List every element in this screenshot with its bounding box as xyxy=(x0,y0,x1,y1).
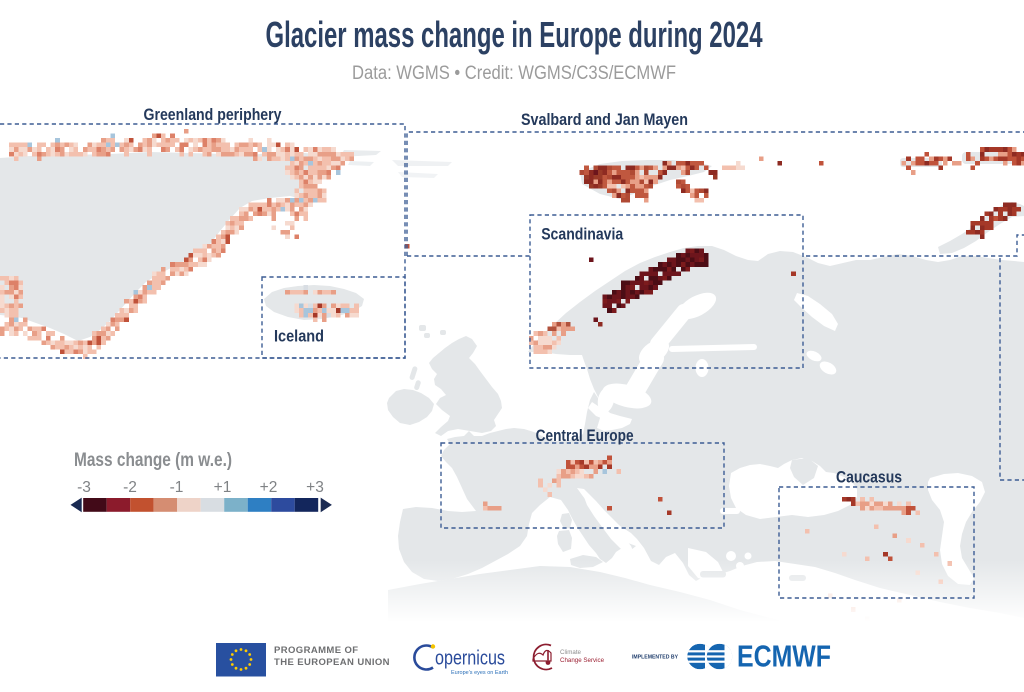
svg-text:ECMWF: ECMWF xyxy=(737,639,831,674)
svg-text:Data: WGMS • Credit: WGMS/C3S/: Data: WGMS • Credit: WGMS/C3S/ECMWF xyxy=(352,63,676,84)
svg-text:+1: +1 xyxy=(214,479,232,496)
svg-text:PROGRAMME OF: PROGRAMME OF xyxy=(274,645,359,656)
svg-text:Change Service: Change Service xyxy=(560,657,605,664)
svg-text:Caucasus: Caucasus xyxy=(836,469,902,487)
svg-text:Svalbard and Jan Mayen: Svalbard and Jan Mayen xyxy=(521,111,688,129)
svg-text:Glacier mass change in Europe: Glacier mass change in Europe during 202… xyxy=(266,14,763,55)
svg-text:+3: +3 xyxy=(306,479,324,496)
svg-text:Mass change (m w.e.): Mass change (m w.e.) xyxy=(74,450,232,471)
svg-text:Central Europe: Central Europe xyxy=(536,427,634,445)
svg-text:Climate: Climate xyxy=(560,649,582,656)
svg-text:Europe's eyes on Earth: Europe's eyes on Earth xyxy=(451,670,508,676)
svg-text:Greenland periphery: Greenland periphery xyxy=(144,106,283,124)
svg-text:-3: -3 xyxy=(77,479,91,496)
svg-text:-2: -2 xyxy=(123,479,137,496)
svg-text:-1: -1 xyxy=(170,479,184,496)
svg-text:IMPLEMENTED BY: IMPLEMENTED BY xyxy=(632,655,678,661)
svg-text:opernicus: opernicus xyxy=(435,648,505,670)
svg-text:THE EUROPEAN UNION: THE EUROPEAN UNION xyxy=(274,657,390,668)
svg-text:Iceland: Iceland xyxy=(274,328,324,346)
svg-text:Scandinavia: Scandinavia xyxy=(541,226,624,244)
svg-text:+2: +2 xyxy=(260,479,278,496)
